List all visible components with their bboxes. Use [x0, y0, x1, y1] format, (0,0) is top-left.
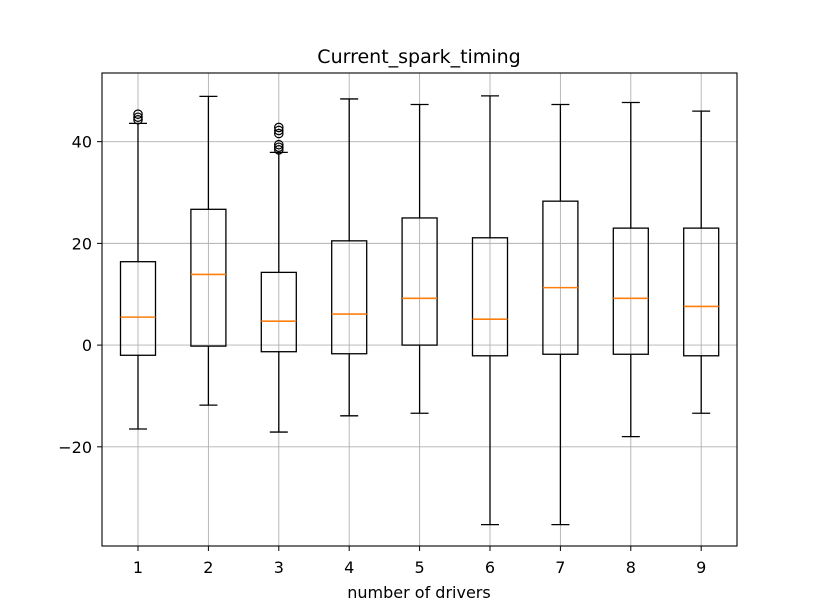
x-tick-label: 6: [485, 558, 495, 577]
outlier-point: [273, 139, 284, 150]
box-4: [331, 98, 368, 417]
outlier-point: [133, 109, 143, 119]
iqr-box: [401, 217, 438, 346]
x-tick-label: 7: [555, 558, 565, 577]
iqr-box: [683, 227, 720, 357]
y-tick-label: 0: [82, 336, 92, 355]
iqr-box: [190, 208, 227, 347]
box-8: [612, 101, 649, 438]
y-tick-label: 40: [72, 133, 92, 152]
box-6: [471, 95, 509, 526]
outlier-point: [273, 128, 284, 139]
outlier-point: [273, 125, 284, 136]
x-tick-label: 1: [133, 558, 143, 577]
x-tick-label: 3: [274, 558, 284, 577]
x-tick-label: 2: [203, 558, 213, 577]
x-axis-label: number of drivers: [347, 583, 490, 602]
x-tick-label: 8: [626, 558, 636, 577]
outlier-point: [133, 114, 143, 125]
box-3: [260, 122, 297, 433]
iqr-box: [612, 227, 649, 355]
box-9: [683, 110, 720, 414]
iqr-box: [331, 240, 368, 355]
box-1: [119, 109, 157, 430]
x-tick-label: 9: [696, 558, 706, 577]
box-layer: [119, 95, 720, 526]
outlier-point: [273, 122, 284, 133]
box-7: [542, 103, 579, 526]
tick-layer: 1 2 3 4 5 6 7 8 9 40 20 0 −20: [58, 133, 706, 577]
outlier-point: [133, 112, 143, 123]
y-tick-label: 20: [72, 234, 92, 253]
box-2: [190, 95, 227, 406]
iqr-box: [260, 271, 297, 353]
x-tick-label: 4: [344, 558, 354, 577]
chart-title: Current_spark_timing: [317, 46, 520, 68]
iqr-box: [119, 261, 157, 356]
iqr-box: [542, 200, 579, 355]
iqr-box: [471, 237, 509, 357]
plot-area-frame: [101, 72, 738, 547]
box-5: [401, 103, 438, 414]
outlier-point: [273, 144, 284, 155]
x-tick-label: 5: [415, 558, 425, 577]
outlier-point: [273, 142, 284, 153]
y-tick-label: −20: [58, 438, 92, 457]
